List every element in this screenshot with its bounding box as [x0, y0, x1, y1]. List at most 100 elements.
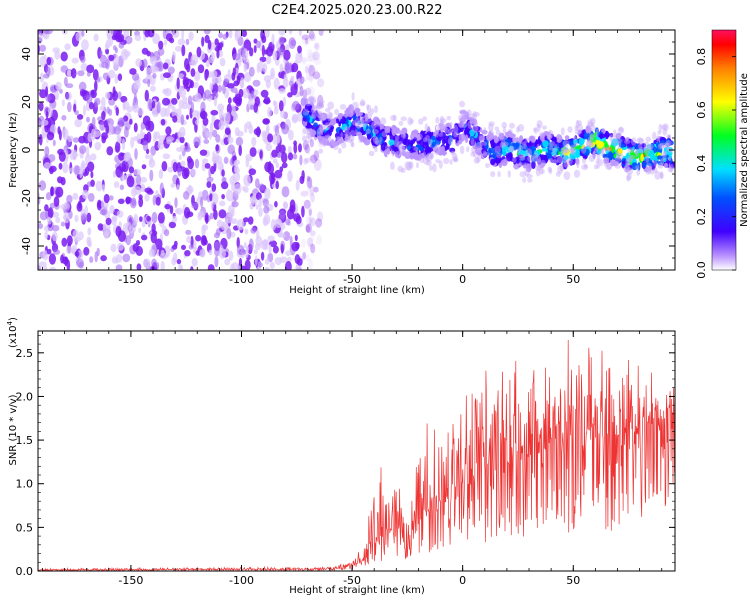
noise-cell: [308, 86, 315, 97]
ridge-halo-cell: [514, 164, 518, 170]
ridge-halo-cell: [508, 145, 515, 151]
ridge-cell: [534, 150, 538, 155]
ridge-halo-cell: [629, 154, 636, 160]
ridge-halo-cell: [439, 118, 447, 124]
ridge-halo-cell: [576, 123, 583, 133]
noise-cell: [208, 131, 212, 140]
noise-cell: [160, 119, 166, 126]
noise-cell: [75, 31, 82, 42]
ridge-cell: [647, 160, 654, 167]
ridge-halo-cell: [358, 135, 363, 144]
ridge-cell: [422, 142, 429, 149]
noise-cell: [232, 53, 241, 61]
noise-cell: [267, 235, 275, 242]
ridge-halo-cell: [657, 130, 662, 135]
ridge-cell: [314, 114, 322, 122]
ridge-halo-cell: [350, 138, 354, 148]
noise-cell: [58, 151, 66, 162]
noise-cell: [305, 70, 312, 81]
noise-cell: [49, 202, 56, 209]
ridge-halo-cell: [636, 168, 641, 176]
noise-cell: [227, 211, 234, 219]
ridge-halo-cell: [337, 147, 342, 154]
noise-cell: [108, 124, 113, 136]
noise-cell: [237, 48, 245, 56]
noise-cell: [158, 135, 166, 141]
ridge-cell: [648, 165, 652, 172]
noise-cell: [138, 197, 144, 208]
noise-cell: [88, 101, 94, 110]
noise-cell: [146, 50, 151, 57]
ridge-cell: [586, 133, 591, 142]
ridge-cell: [570, 151, 577, 160]
ridge-halo-cell: [586, 141, 592, 148]
ridge-halo-cell: [669, 164, 674, 173]
noise-cell: [115, 141, 121, 153]
noise-cell: [234, 30, 239, 42]
ridge-halo-cell: [360, 99, 366, 106]
noise-cell: [87, 161, 95, 172]
noise-cell: [143, 258, 151, 268]
noise-cell: [313, 58, 322, 65]
noise-cell: [211, 183, 217, 192]
noise-cell: [197, 212, 203, 221]
ridge-halo-cell: [371, 129, 379, 135]
noise-cell: [80, 63, 88, 72]
noise-cell: [181, 44, 186, 57]
noise-cell: [287, 152, 294, 161]
ridge-halo-cell: [422, 156, 430, 165]
ridge-halo-cell: [626, 172, 632, 181]
noise-cell: [123, 152, 130, 163]
ridge-cell: [530, 136, 535, 143]
noise-cell: [259, 150, 263, 159]
noise-cell: [224, 258, 231, 266]
snr-frame: [37, 330, 676, 572]
noise-cell: [272, 50, 278, 62]
ridge-cell: [584, 148, 590, 157]
ridge-cell: [489, 134, 495, 140]
y-tick-label: 2.5: [16, 347, 34, 360]
ridge-halo-cell: [637, 144, 643, 149]
noise-cell: [210, 201, 214, 210]
ridge-cell: [589, 134, 595, 143]
noise-cell: [199, 149, 208, 156]
noise-cell: [253, 249, 258, 255]
ridge-halo-cell: [458, 121, 465, 129]
ridge-halo-cell: [521, 141, 527, 146]
ridge-halo-cell: [547, 166, 552, 173]
ridge-halo-cell: [604, 147, 611, 153]
colorbar-tick-label: 0.6: [695, 101, 708, 119]
noise-cell: [263, 75, 272, 83]
ridge-halo-cell: [339, 104, 347, 110]
ridge-halo-cell: [536, 143, 540, 151]
noise-cell: [274, 169, 283, 179]
noise-cell: [115, 264, 123, 270]
ridge-halo-cell: [512, 157, 517, 163]
noise-cell: [265, 143, 272, 152]
noise-cell: [49, 166, 54, 175]
noise-cell: [59, 88, 63, 94]
noise-cell: [38, 30, 41, 35]
noise-cell: [136, 263, 142, 270]
noise-cell: [61, 115, 67, 121]
noise-cell: [108, 54, 115, 62]
noise-cell: [86, 116, 90, 123]
noise-cell: [244, 259, 251, 270]
ridge-halo-cell: [570, 148, 575, 155]
ridge-cell: [401, 145, 407, 150]
ridge-cell: [352, 115, 358, 121]
snr-x-ticks: -150 -100 -50 0 50: [42, 331, 663, 587]
noise-cell: [177, 167, 182, 177]
noise-cell: [94, 100, 98, 109]
ridge-halo-cell: [596, 164, 600, 169]
ridge-cell: [515, 142, 520, 150]
ridge-halo-cell: [396, 140, 404, 149]
ridge-halo-cell: [308, 95, 315, 101]
ridge-halo-cell: [482, 150, 487, 158]
ridge-halo-cell: [587, 119, 594, 128]
noise-cell: [302, 34, 310, 46]
ridge-halo-cell: [379, 137, 383, 142]
noise-cell: [60, 177, 66, 186]
ridge-halo-cell: [400, 132, 406, 138]
noise-cell: [269, 261, 275, 269]
